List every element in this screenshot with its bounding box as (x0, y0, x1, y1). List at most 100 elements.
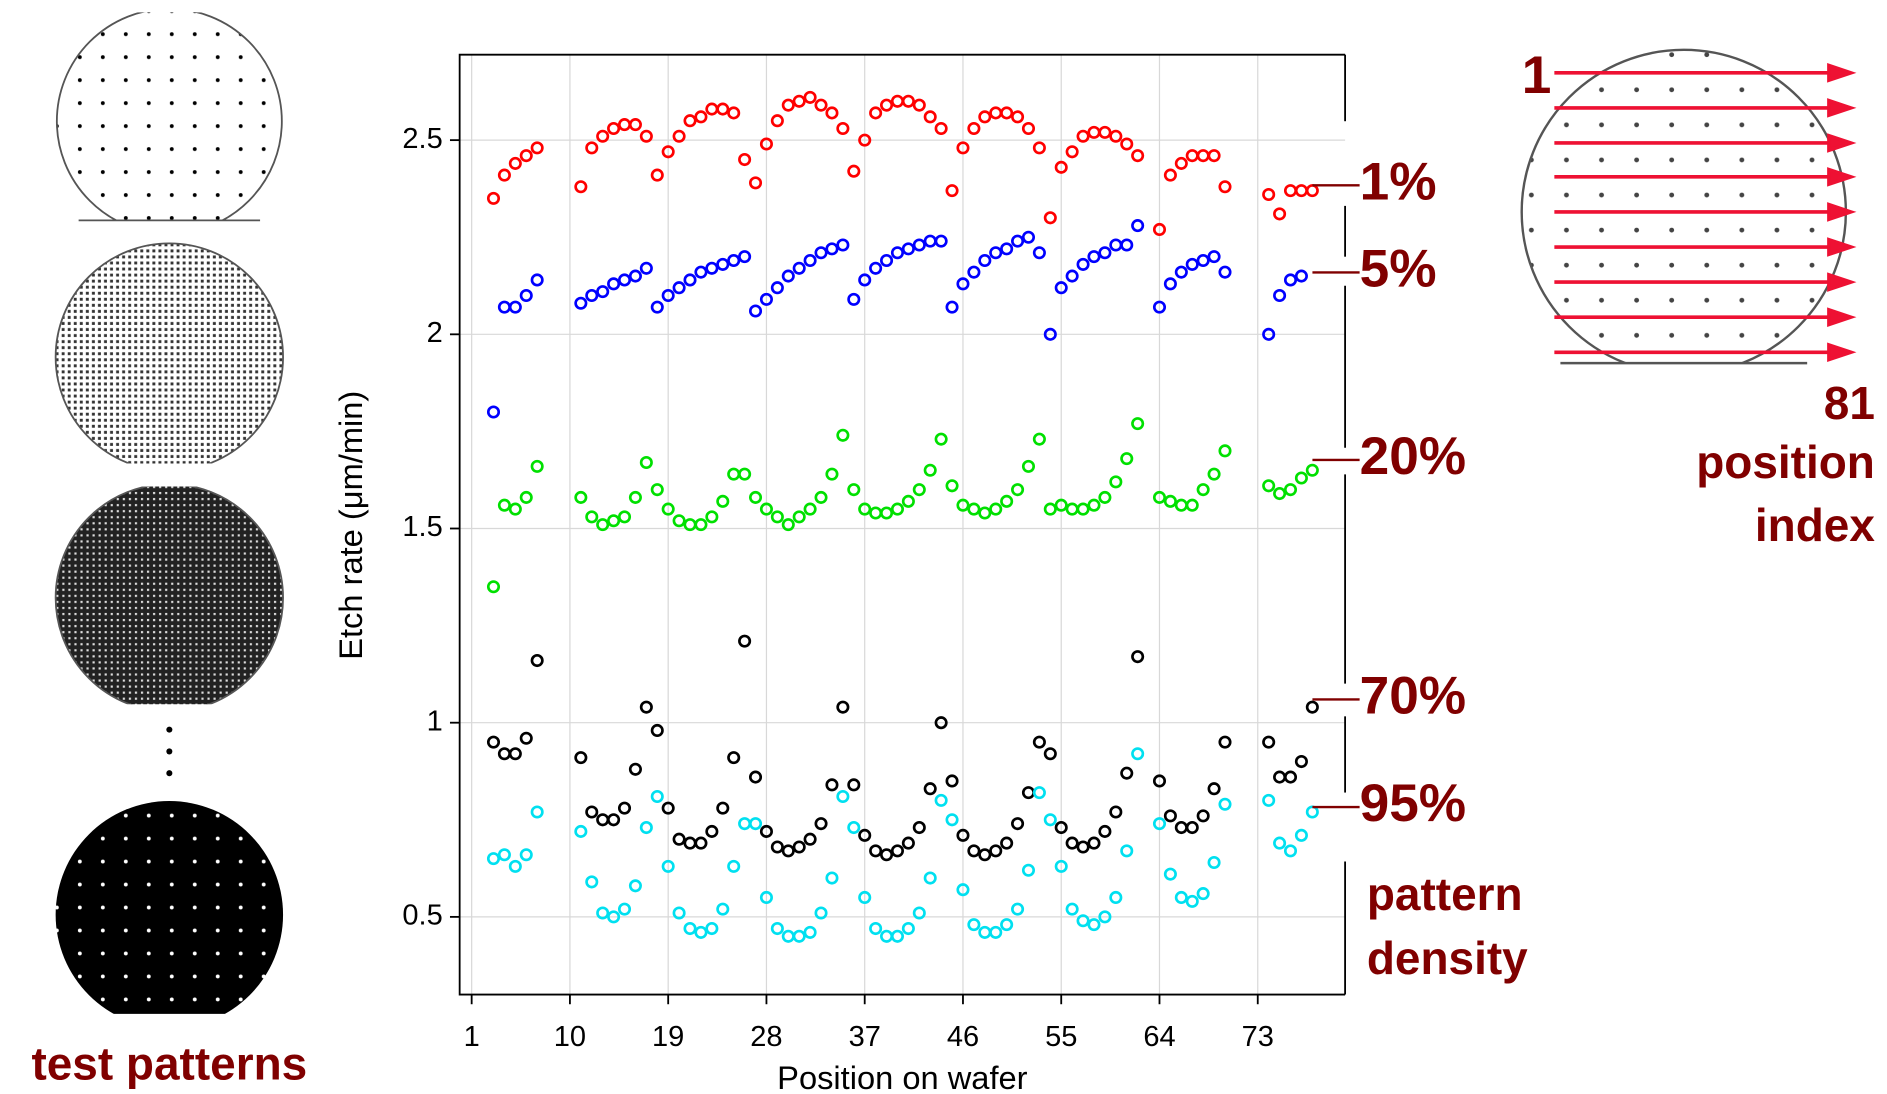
data-point (825, 242, 839, 256)
data-point (989, 246, 1003, 260)
data-point (1262, 793, 1276, 807)
data-point (530, 805, 544, 819)
data-point (1163, 168, 1177, 182)
data-point (661, 502, 675, 516)
data-point (945, 479, 959, 493)
data-point (508, 502, 522, 516)
data-point (781, 98, 795, 112)
data-point (650, 300, 664, 314)
data-point (1032, 786, 1046, 800)
data-point (1065, 836, 1079, 850)
data-point (1218, 735, 1232, 749)
data-point (825, 467, 839, 481)
data-point (847, 821, 861, 835)
data-point (1021, 230, 1036, 244)
data-point (607, 813, 621, 827)
data-point (574, 824, 588, 838)
data-point (1305, 700, 1319, 714)
data-point (607, 514, 621, 528)
data-point (607, 277, 621, 291)
y-tick-label: 1.5 (402, 511, 442, 543)
data-point (923, 871, 937, 885)
data-point (956, 883, 970, 897)
data-point (748, 176, 763, 190)
data-point (1207, 855, 1221, 870)
data-point (486, 191, 501, 205)
data-point (672, 514, 686, 528)
data-point (1185, 257, 1199, 271)
data-point (1021, 459, 1036, 473)
y-axis-label: Etch rate (μm/min) (332, 391, 369, 660)
data-point (574, 751, 588, 765)
annotation: position (1696, 436, 1875, 488)
data-point (847, 292, 861, 306)
data-point (1076, 502, 1090, 516)
data-point (628, 118, 642, 132)
data-point (901, 242, 915, 256)
data-point (934, 432, 948, 446)
data-point (1262, 327, 1276, 341)
data-point (792, 929, 806, 943)
data-point (803, 253, 817, 268)
data-point (1283, 273, 1298, 287)
data-point (901, 494, 915, 508)
data-point (1131, 417, 1145, 431)
series-label: 5% (1360, 239, 1437, 298)
data-point (694, 265, 708, 279)
data-point (738, 634, 752, 648)
data-point (486, 852, 501, 866)
data-point (825, 871, 839, 885)
data-point (607, 910, 621, 924)
data-point (803, 90, 817, 104)
data-point (858, 828, 872, 842)
data-point (1109, 805, 1123, 819)
data-point (1000, 918, 1014, 932)
annotation: 81 (1824, 377, 1875, 429)
data-point (628, 762, 642, 776)
data-point (803, 832, 817, 846)
data-point (694, 836, 708, 850)
data-point (1283, 844, 1298, 858)
data-point (956, 277, 970, 291)
data-point (748, 304, 763, 318)
data-point (661, 288, 675, 303)
data-point (934, 716, 948, 730)
data-point (759, 824, 773, 838)
data-point (748, 490, 763, 504)
data-point (694, 110, 708, 124)
data-point (847, 483, 861, 497)
data-point (890, 246, 904, 260)
data-point (1120, 844, 1134, 858)
data-point (1043, 747, 1057, 761)
data-point (967, 265, 981, 279)
series-label: 1% (1360, 152, 1437, 211)
data-point (1076, 840, 1090, 854)
data-point (1032, 432, 1046, 446)
data-point (825, 778, 839, 792)
annotation: index (1755, 499, 1875, 551)
data-point (672, 129, 686, 143)
data-point (1152, 817, 1167, 831)
data-point (1218, 797, 1232, 811)
data-point (770, 281, 784, 295)
data-point (574, 180, 588, 194)
data-point (672, 281, 686, 295)
data-point (792, 261, 806, 275)
data-point (716, 102, 730, 116)
data-point (1207, 467, 1221, 481)
data-point (1131, 149, 1145, 163)
data-point (727, 751, 741, 765)
data-point (989, 844, 1003, 858)
data-point (748, 817, 763, 831)
data-point (683, 922, 697, 936)
data-point (934, 793, 948, 807)
data-point (1273, 487, 1287, 501)
data-point (497, 498, 511, 512)
data-point (770, 114, 784, 128)
data-point (1262, 187, 1276, 202)
data-point (617, 801, 632, 815)
data-point (836, 789, 850, 804)
data-point (814, 817, 828, 831)
data-point (1152, 222, 1167, 236)
data-point (847, 778, 861, 792)
